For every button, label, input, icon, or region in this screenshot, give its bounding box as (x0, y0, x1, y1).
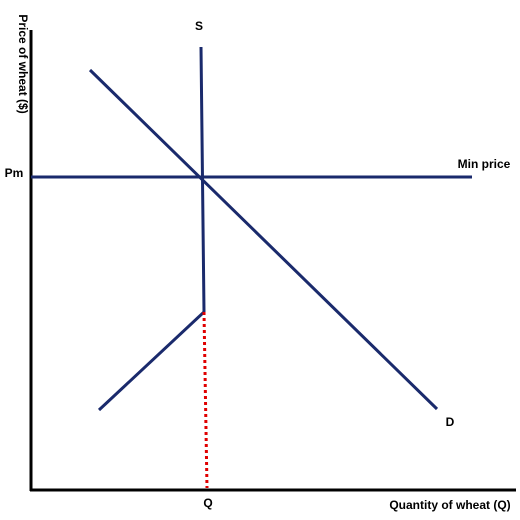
pm-label: Pm (5, 166, 24, 180)
y-axis-label: Price of wheat ($) (16, 14, 30, 113)
quantity-guide (202, 311, 209, 489)
supply-label: S (195, 19, 203, 33)
min-price-label: Min price (458, 157, 511, 171)
q-label: Q (203, 496, 212, 510)
demand-label: D (446, 415, 455, 429)
x-axis-label: Quantity of wheat (Q) (389, 498, 510, 512)
demand-curve (88, 68, 439, 411)
